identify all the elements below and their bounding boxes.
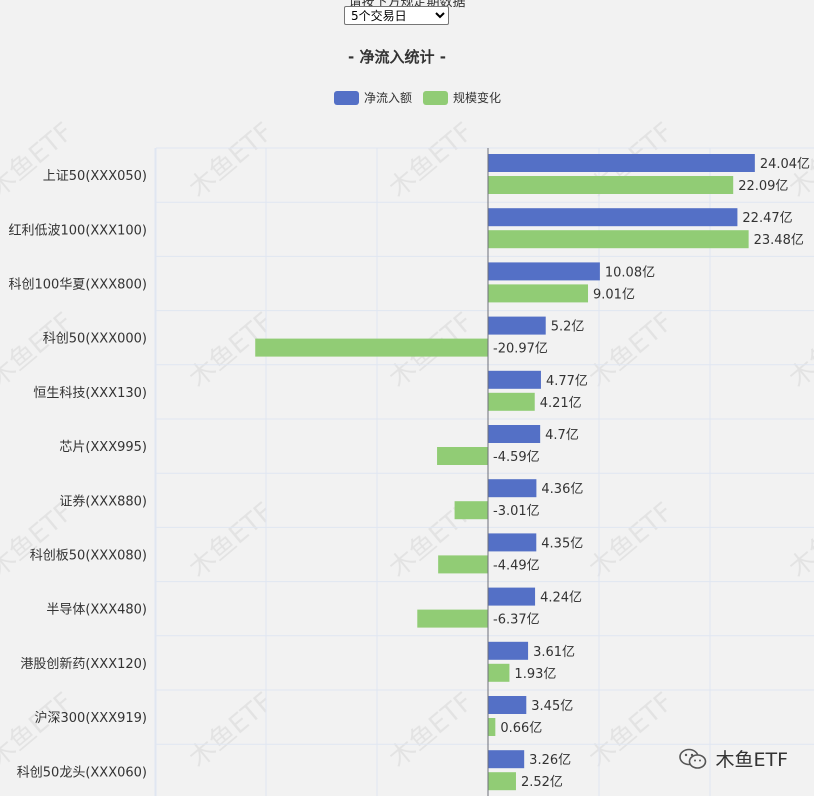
bar [488,208,738,227]
data-label: 2.52亿 [521,775,563,790]
bar [488,718,496,736]
bar [488,176,734,194]
legend-label: 净流入额 [364,91,412,105]
bar [488,479,537,498]
category-label: 半导体(XXX480) [46,603,147,618]
data-label: -6.37亿 [493,613,540,628]
data-label: 22.09亿 [738,179,788,194]
bar [437,447,488,465]
chart-title: - 净流入统计 - [348,48,446,66]
data-label: 0.66亿 [500,721,542,736]
bar [255,338,488,357]
data-label: 10.08亿 [605,265,655,280]
data-label: 4.7亿 [545,428,579,443]
bar [488,284,589,303]
category-label: 科创50(XXX000) [43,332,147,347]
bar [488,425,541,443]
data-label: 1.93亿 [514,667,556,682]
data-label: 5.2亿 [551,320,585,335]
data-label: 4.77亿 [546,374,588,389]
bar [488,772,516,791]
category-label: 上证50(XXX050) [43,169,147,184]
bar [488,316,546,335]
category-label: 港股创新药(XXX120) [20,656,147,672]
data-label: -4.59亿 [493,450,540,465]
category-label: 科创100华夏(XXX800) [9,278,148,293]
brand-logo: 木鱼ETF [679,745,788,772]
wechat-icon [679,748,707,769]
category-label: 证券(XXX880) [59,493,147,509]
bar [488,641,529,660]
data-label: 24.04亿 [760,157,810,172]
data-label: 3.61亿 [533,645,575,660]
data-label: 3.45亿 [531,699,573,714]
data-label: 4.24亿 [540,591,582,606]
bar [488,696,527,714]
brand-name: 木鱼ETF [715,749,788,771]
bar [438,555,488,574]
data-label: 4.35亿 [541,536,583,551]
bar [488,230,749,249]
category-label: 科创板50(XXX080) [30,549,147,564]
data-label: -20.97亿 [493,342,548,357]
category-label: 沪深300(XXX919) [35,710,148,726]
legend-swatch [423,91,448,105]
bar [417,609,488,628]
data-label: 3.26亿 [529,753,571,768]
category-label: 红利低波100(XXX100) [9,222,148,238]
data-label: 23.48亿 [754,233,804,248]
data-label: 22.47亿 [742,211,792,226]
legend-label: 规模变化 [453,90,501,105]
bar [488,262,600,281]
data-label: -3.01亿 [493,504,540,519]
bar [454,501,488,520]
category-label: 芯片(XXX995) [59,440,147,455]
data-label: -4.49亿 [493,558,540,573]
bar [488,154,755,172]
category-label: 恒生科技(XXX130) [33,386,147,401]
legend-swatch [334,91,359,105]
bar [488,587,536,606]
category-label: 科创50龙头(XXX060) [17,765,147,780]
data-label: 9.01亿 [593,287,635,302]
bar [488,750,525,769]
bar [488,663,510,682]
bar [488,533,537,552]
data-label: 4.36亿 [541,482,583,497]
bar [488,370,541,389]
period-hint: 请按下方规定期数据 [348,0,466,10]
bar [488,392,535,411]
data-label: 4.21亿 [540,396,582,411]
period-select[interactable]: 5个交易日 [344,6,449,25]
